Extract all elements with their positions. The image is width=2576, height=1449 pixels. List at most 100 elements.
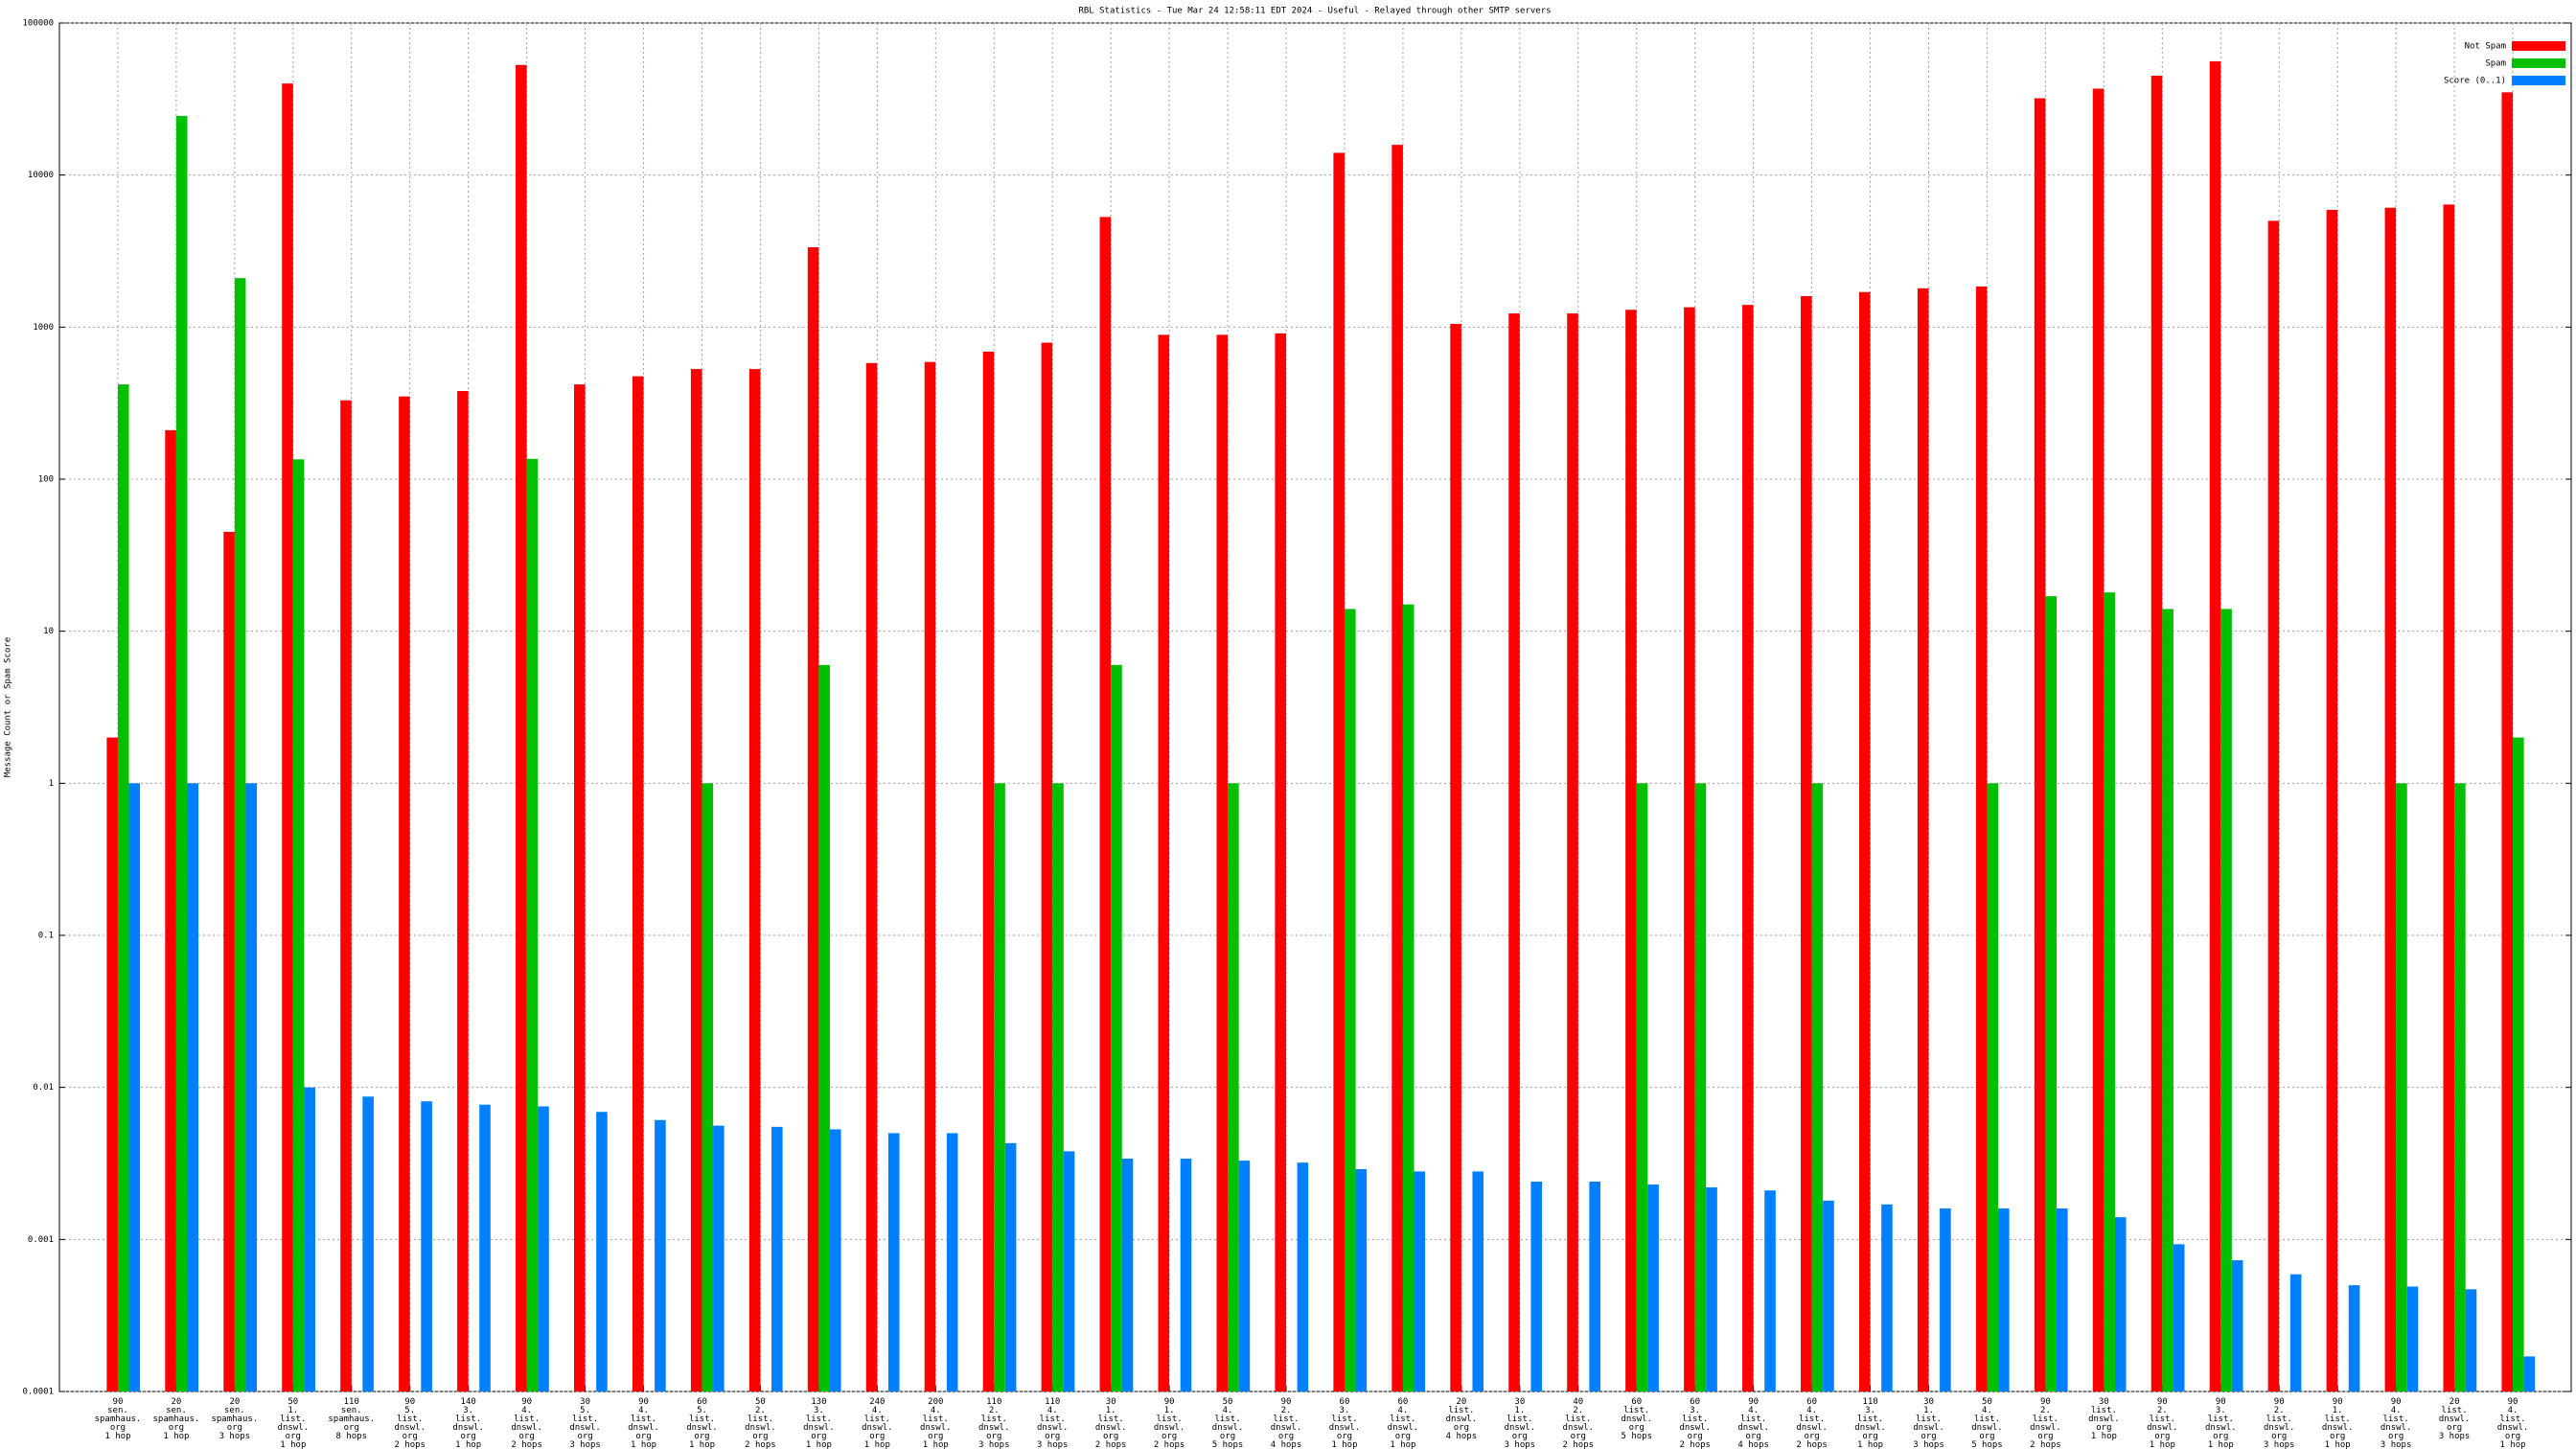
x-tick-label-line: dnswl. [803, 1423, 835, 1433]
x-tick-label-line: list. [1799, 1414, 1825, 1424]
x-tick-label: 30 1. list. dnswl. org 3 hops [1913, 1397, 1944, 1449]
x-tick-label-line: list. [923, 1414, 949, 1424]
x-tick-label-line: 2 hops [394, 1440, 426, 1449]
bar [1099, 217, 1112, 1392]
x-tick-label-line: list. [1157, 1414, 1183, 1424]
x-tick-label-line: 110 [986, 1397, 1001, 1407]
x-tick-label-line: org [1512, 1432, 1528, 1441]
x-tick-label: 20 list. dnswl. org 3 hops [2439, 1397, 2471, 1441]
bar [282, 83, 293, 1392]
x-tick-label-line: org [2037, 1432, 2053, 1441]
bar [1355, 1168, 1368, 1392]
x-tick-label-line: dnswl. [1854, 1423, 1886, 1433]
x-tick-label-line: list. [1916, 1414, 1942, 1424]
bar [748, 369, 761, 1392]
bar [2231, 1260, 2243, 1392]
x-tick-label: 20 sen. spamhaus. org 1 hop [153, 1397, 200, 1441]
bar [1998, 1208, 2010, 1392]
x-tick-label-line: 50 [755, 1397, 766, 1407]
x-tick-label-line: 1 hop [2325, 1440, 2351, 1449]
x-tick-label: 90 1. list. dnswl. org 2 hops [1154, 1397, 1185, 1449]
x-tick-label: 60 4. list. dnswl. org 2 hops [1796, 1397, 1828, 1449]
x-tick-label: 90 4. list. dnswl. org 2 hops [511, 1397, 542, 1449]
x-tick-label-line: 1. [288, 1406, 298, 1415]
x-tick-label-line: 30 [1106, 1397, 1116, 1407]
bar [702, 783, 714, 1392]
x-tick-label-line: list. [2266, 1414, 2292, 1424]
x-tick-label-line: org [1571, 1432, 1586, 1441]
bar [1811, 783, 1824, 1392]
x-tick-label-line: 2 hops [1563, 1440, 1595, 1449]
x-tick-label-line: 40 [1573, 1397, 1583, 1407]
x-tick-label-line: 5. [404, 1406, 415, 1415]
bar [655, 1119, 666, 1392]
x-tick-label: 130 3. list. dnswl. org 1 hop [803, 1397, 835, 1449]
x-tick-label-line: 2. [989, 1406, 1000, 1415]
bar [771, 1126, 783, 1392]
x-tick-label-line: 1 hop [806, 1440, 832, 1449]
x-tick-label: 60 3. list. dnswl. org 1 hop [1329, 1397, 1361, 1449]
x-tick-label-line: sen. [224, 1406, 245, 1415]
x-tick-label: 110 2. list. dnswl. org 3 hops [978, 1397, 1010, 1449]
x-tick-label-line: 2 hops [1095, 1440, 1127, 1449]
x-tick-label-line: 2. [2040, 1406, 2051, 1415]
x-tick-label-line: 60 [1340, 1397, 1350, 1407]
x-tick-label-line: org [811, 1432, 826, 1441]
x-tick-label-line: 1 hop [864, 1440, 890, 1449]
x-tick-label-line: 5 hops [1621, 1432, 1652, 1441]
legend-label: Score (0..1) [2444, 77, 2506, 86]
x-tick-label-line: 4. [638, 1406, 649, 1415]
x-tick-label-line: 60 [1690, 1397, 1700, 1407]
x-tick-label-line: list. [397, 1414, 423, 1424]
x-tick-label-line: 2 hops [2030, 1440, 2061, 1449]
x-tick-label-line: dnswl. [1329, 1423, 1361, 1433]
x-tick-label-line: 110 [344, 1397, 359, 1407]
x-tick-label-line: dnswl. [920, 1423, 952, 1433]
x-tick-label: 110 4. list. dnswl. org 3 hops [1037, 1397, 1069, 1449]
bar [245, 783, 258, 1392]
bar [2523, 1356, 2536, 1392]
x-tick-label-line: org [2096, 1423, 2111, 1433]
bar [2326, 210, 2338, 1392]
x-tick-label: 30 5. list. dnswl. org 3 hops [569, 1397, 601, 1449]
x-tick-label-line: 2 hops [511, 1440, 542, 1449]
x-tick-label-line: sen. [107, 1406, 128, 1415]
x-tick-label-line: org [2330, 1432, 2345, 1441]
bar [1158, 334, 1170, 1392]
x-tick-label-line: 90 [1748, 1397, 1759, 1407]
x-tick-label-line: 20 [1456, 1397, 1466, 1407]
x-tick-label-line: 4 hops [1737, 1440, 1769, 1449]
bar [2209, 60, 2221, 1392]
x-tick-label: 140 3. list. dnswl. org 1 hop [452, 1397, 484, 1449]
x-tick-label-line: dnswl. [1505, 1423, 1536, 1433]
x-tick-label-line: 1 hop [280, 1440, 306, 1449]
x-tick-label-line: 3 hops [1037, 1440, 1069, 1449]
bar [1684, 307, 1695, 1392]
x-tick-label-line: dnswl. [2439, 1414, 2471, 1424]
x-tick-label: 90 4. list. dnswl. org 1 hop [628, 1397, 659, 1449]
x-tick-label-line: dnswl. [2322, 1423, 2354, 1433]
bar [2348, 1285, 2360, 1392]
x-tick-label-line: 4. [2391, 1406, 2402, 1415]
x-tick-label: 90 4. list. dnswl. org 1 hop [2497, 1397, 2529, 1449]
bar [1052, 783, 1064, 1392]
x-tick-label-line: dnswl. [569, 1423, 601, 1433]
x-tick-label-line: 130 [811, 1397, 826, 1407]
x-tick-label-line: list. [2442, 1406, 2468, 1415]
x-tick-label-line: 1 hop [631, 1440, 656, 1449]
x-tick-label-line: 1. [2333, 1406, 2343, 1415]
x-tick-label-line: 2 hops [1154, 1440, 1185, 1449]
x-tick-label-line: 90 [2157, 1397, 2168, 1407]
x-tick-label-line: 4. [1982, 1406, 1992, 1415]
x-tick-label-line: dnswl. [394, 1423, 426, 1433]
x-tick-label-line: 1 hop [1390, 1440, 1415, 1449]
x-tick-label-line: 2. [1573, 1406, 1583, 1415]
bar [1180, 1159, 1192, 1392]
x-tick-label: 90 4. list. dnswl. org 3 hops [2380, 1397, 2412, 1449]
y-axis-label: Message Count or Spam Score [4, 637, 13, 777]
x-tick-label-line: list. [514, 1414, 540, 1424]
x-tick-label: 90 1. list. dnswl. org 1 hop [2322, 1397, 2354, 1449]
x-tick-label-line: 1 hop [2208, 1440, 2234, 1449]
x-tick-label-line: 2 hops [1796, 1440, 1828, 1449]
x-tick-label-line: 1 hop [1857, 1440, 1883, 1449]
